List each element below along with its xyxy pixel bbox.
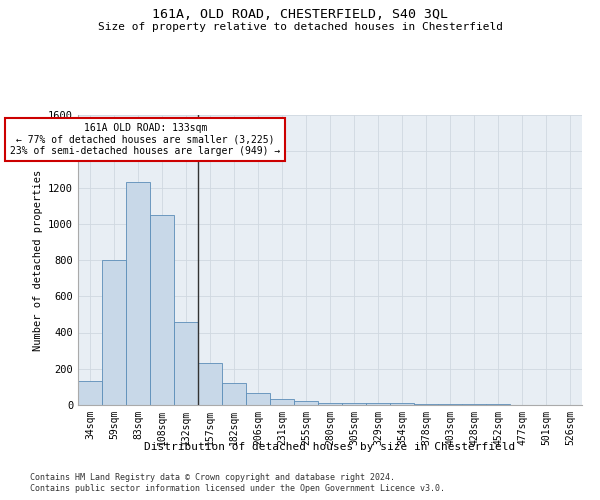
Bar bbox=[102, 260, 126, 405]
Bar bbox=[270, 398, 294, 405]
Text: 161A, OLD ROAD, CHESTERFIELD, S40 3QL: 161A, OLD ROAD, CHESTERFIELD, S40 3QL bbox=[152, 8, 448, 20]
Bar bbox=[78, 382, 102, 405]
Text: Contains HM Land Registry data © Crown copyright and database right 2024.: Contains HM Land Registry data © Crown c… bbox=[30, 472, 395, 482]
Bar bbox=[174, 322, 198, 405]
Bar bbox=[126, 182, 150, 405]
Bar bbox=[294, 402, 318, 405]
Bar bbox=[222, 383, 246, 405]
Y-axis label: Number of detached properties: Number of detached properties bbox=[32, 170, 43, 350]
Bar bbox=[462, 404, 486, 405]
Text: Size of property relative to detached houses in Chesterfield: Size of property relative to detached ho… bbox=[97, 22, 503, 32]
Bar bbox=[486, 404, 510, 405]
Bar bbox=[438, 404, 462, 405]
Bar bbox=[318, 403, 342, 405]
Bar bbox=[414, 404, 438, 405]
Bar bbox=[342, 403, 366, 405]
Bar bbox=[366, 403, 390, 405]
Bar bbox=[246, 393, 270, 405]
Text: Distribution of detached houses by size in Chesterfield: Distribution of detached houses by size … bbox=[145, 442, 515, 452]
Bar bbox=[150, 214, 174, 405]
Bar bbox=[198, 364, 222, 405]
Text: Contains public sector information licensed under the Open Government Licence v3: Contains public sector information licen… bbox=[30, 484, 445, 493]
Bar bbox=[390, 403, 414, 405]
Text: 161A OLD ROAD: 133sqm
← 77% of detached houses are smaller (3,225)
23% of semi-d: 161A OLD ROAD: 133sqm ← 77% of detached … bbox=[10, 123, 280, 156]
